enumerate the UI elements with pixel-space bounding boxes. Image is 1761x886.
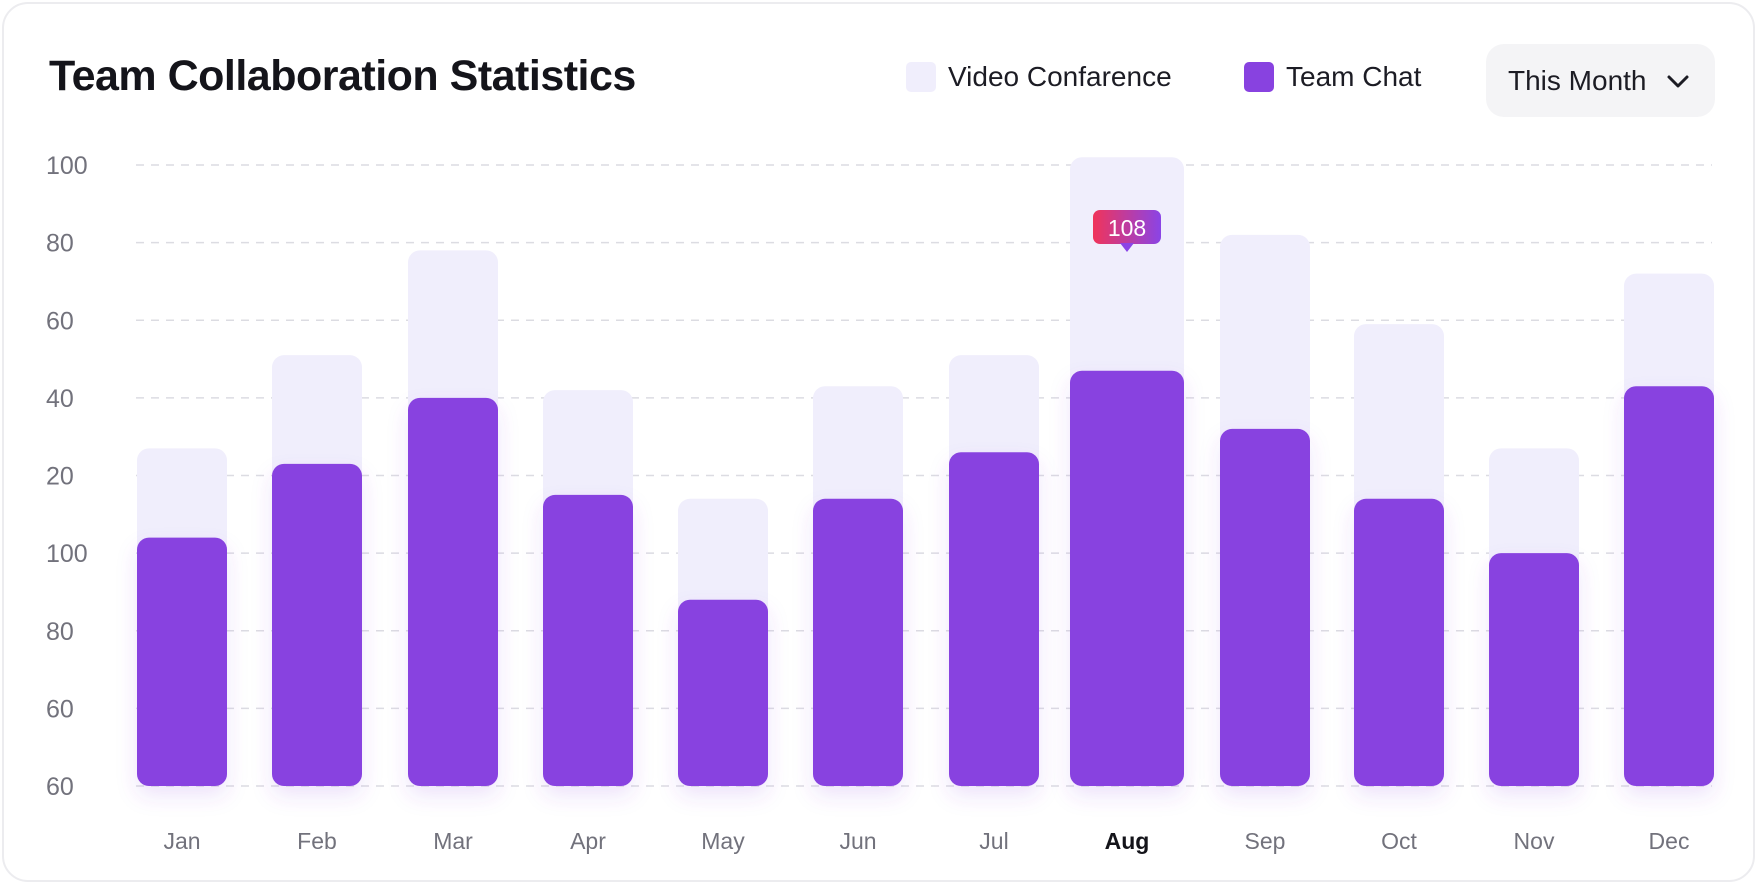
- x-tick-label-dec: Dec: [1649, 828, 1690, 854]
- legend-label-team-chat: Team Chat: [1286, 61, 1422, 92]
- annotations: 108: [1093, 210, 1161, 252]
- x-tick-label-mar: Mar: [433, 828, 473, 854]
- bar-group-oct[interactable]: [1354, 324, 1444, 786]
- x-tick-label-may: May: [701, 828, 745, 854]
- y-tick-label: 100: [46, 540, 88, 568]
- tooltip-value: 108: [1108, 215, 1146, 241]
- bar-team-chat-jun[interactable]: [813, 498, 903, 786]
- y-tick-label: 40: [46, 385, 74, 413]
- bar-group-jul[interactable]: [949, 355, 1039, 786]
- bar-group-jun[interactable]: [813, 386, 903, 786]
- y-tick-label: 60: [46, 307, 74, 335]
- y-tick-label: 80: [46, 618, 74, 646]
- x-tick-label-aug: Aug: [1105, 828, 1150, 854]
- period-select-value: This Month: [1508, 64, 1647, 96]
- bar-team-chat-feb[interactable]: [272, 463, 362, 786]
- bar-group-apr[interactable]: [543, 390, 633, 786]
- bar-team-chat-aug[interactable]: [1070, 370, 1184, 786]
- y-tick-label: 20: [46, 463, 74, 491]
- tooltip-pointer: [1120, 243, 1134, 252]
- tooltip-bubble: [1093, 210, 1161, 244]
- bar-group-dec[interactable]: [1624, 273, 1714, 786]
- bar-team-chat-apr[interactable]: [543, 494, 633, 786]
- y-tick-label: 80: [46, 230, 74, 258]
- bar-team-chat-jan[interactable]: [137, 537, 227, 786]
- period-select[interactable]: This Month: [1486, 44, 1715, 117]
- bar-team-chat-dec[interactable]: [1624, 386, 1714, 786]
- y-axis-ticks: 100 80 60 40 20 100 80 60 60: [46, 152, 88, 801]
- x-tick-label-jul: Jul: [979, 828, 1008, 854]
- bar-group-nov[interactable]: [1489, 448, 1579, 786]
- chevron-down-icon: [1667, 75, 1689, 88]
- x-tick-label-apr: Apr: [570, 828, 606, 854]
- value-tooltip: 108: [1093, 210, 1161, 252]
- legend-item-team-chat[interactable]: Team Chat: [1244, 59, 1421, 95]
- bar-team-chat-may[interactable]: [678, 599, 768, 786]
- bar-team-chat-jul[interactable]: [949, 452, 1039, 786]
- x-tick-label-oct: Oct: [1381, 828, 1417, 854]
- bars: [137, 157, 1714, 787]
- bar-team-chat-mar[interactable]: [408, 397, 498, 786]
- legend-label-video-conference: Video Confarence: [948, 61, 1172, 92]
- bar-group-aug[interactable]: [1070, 157, 1184, 787]
- x-tick-label-sep: Sep: [1245, 828, 1286, 854]
- chart-title: Team Collaboration Statistics: [49, 52, 636, 100]
- x-axis-ticks: Jan Feb Mar Apr May Jun Jul Aug Sep Oct Nov Dec: [163, 828, 1689, 854]
- x-tick-label-jun: Jun: [839, 828, 876, 854]
- x-tick-label-jan: Jan: [163, 828, 200, 854]
- bar-group-sep[interactable]: [1220, 234, 1310, 787]
- x-tick-label-feb: Feb: [297, 828, 337, 854]
- y-tick-label: 60: [46, 773, 74, 801]
- legend-swatch-team-chat: [1244, 62, 1274, 92]
- x-tick-label-nov: Nov: [1514, 828, 1555, 854]
- y-tick-label: 60: [46, 695, 74, 723]
- bar-group-may[interactable]: [678, 498, 768, 786]
- y-tick-label: 100: [46, 152, 88, 180]
- legend-swatch-video-conference: [906, 62, 936, 92]
- bar-group-feb[interactable]: [272, 355, 362, 786]
- legend-item-video-conference[interactable]: Video Confarence: [906, 59, 1172, 95]
- bar-group-mar[interactable]: [408, 250, 498, 786]
- bar-team-chat-oct[interactable]: [1354, 498, 1444, 786]
- bar-group-jan[interactable]: [137, 448, 227, 786]
- bar-team-chat-nov[interactable]: [1489, 553, 1579, 786]
- grid-lines: [136, 164, 1712, 787]
- bar-team-chat-sep[interactable]: [1220, 428, 1310, 786]
